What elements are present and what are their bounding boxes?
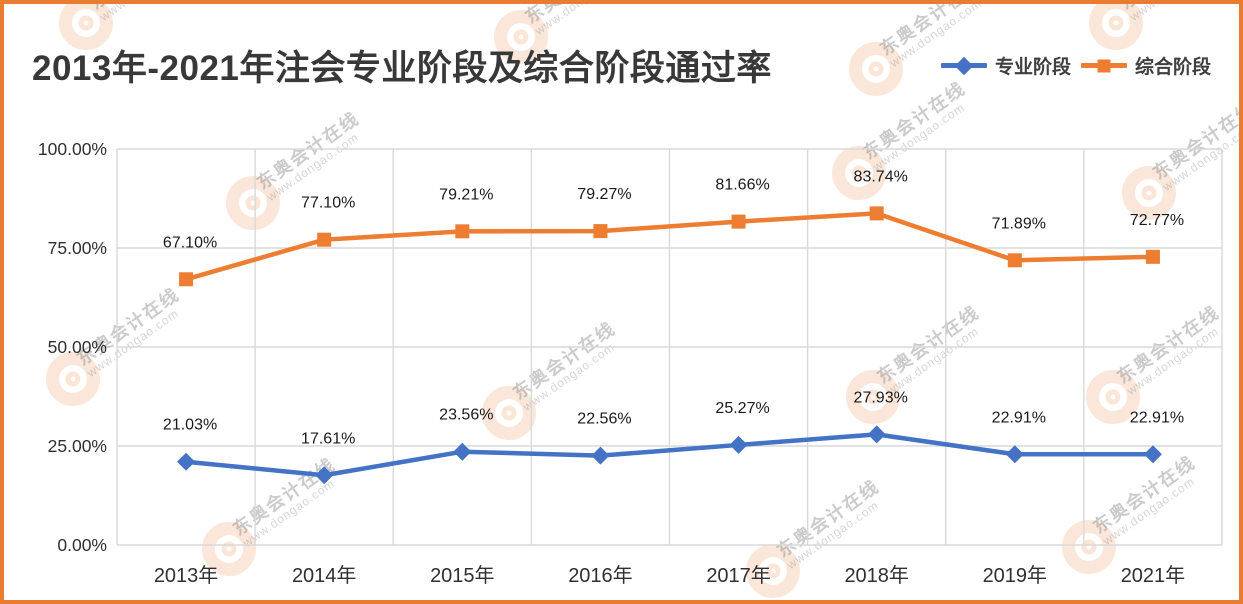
x-axis-tick-label: 2017年 <box>706 564 771 587</box>
x-axis-tick-label: 2014年 <box>292 564 357 587</box>
data-point-square <box>593 224 608 239</box>
data-point-diamond <box>453 442 472 461</box>
data-point-square <box>1145 249 1160 264</box>
data-point-square <box>1007 253 1022 268</box>
chart-title: 2013年-2021年注会专业阶段及综合阶段通过率 <box>32 49 772 88</box>
data-label: 22.91% <box>992 409 1046 426</box>
x-axis-tick-label: 2013年 <box>154 564 219 587</box>
x-axis-tick-label: 2015年 <box>430 564 495 587</box>
line-chart: 0.00% 25.00% 50.00% 75.00% 100.00% 2013年 2014年… <box>38 139 1223 587</box>
data-point-diamond <box>591 446 610 465</box>
data-label: 77.10% <box>301 195 355 212</box>
y-axis-tick-label: 75.00% <box>48 238 107 258</box>
x-axis-tick-label: 2021年 <box>1121 564 1186 587</box>
data-label: 81.66% <box>715 177 769 194</box>
data-point-square <box>731 214 746 229</box>
data-label: 79.27% <box>577 186 631 203</box>
data-label: 21.03% <box>163 417 217 434</box>
x-axis-tick-label: 2016年 <box>568 564 633 587</box>
legend-label: 专业阶段 <box>994 57 1071 78</box>
data-point-square <box>455 224 470 239</box>
data-point-diamond <box>1143 445 1162 464</box>
square-marker-icon <box>1097 59 1111 72</box>
legend-item-comprehensive-stage: 综合阶段 <box>1080 52 1211 79</box>
data-point-diamond <box>315 466 334 485</box>
data-label: 25.27% <box>715 400 769 417</box>
legend-line-sample-blue <box>940 56 987 75</box>
data-label: 27.93% <box>854 389 908 406</box>
legend-line-sample-orange <box>1080 59 1127 72</box>
y-axis-tick-label: 50.00% <box>48 337 107 357</box>
y-axis-tick-label: 25.00% <box>48 436 107 456</box>
data-label: 83.74% <box>854 168 908 185</box>
series-line-square <box>183 211 1156 282</box>
legend-item-professional-stage: 专业阶段 <box>940 52 1071 79</box>
data-label: 23.56% <box>439 407 493 424</box>
chart-legend: 专业阶段 综合阶段 <box>940 52 1211 79</box>
data-label: 17.61% <box>301 430 355 447</box>
y-axis-tick-label: 100.00% <box>38 139 107 159</box>
data-point-square <box>317 232 332 247</box>
data-point-diamond <box>177 452 196 471</box>
data-label: 22.91% <box>1130 409 1184 426</box>
data-label: 72.77% <box>1130 212 1184 229</box>
data-label: 71.89% <box>992 215 1046 232</box>
x-axis-tick-label: 2019年 <box>983 564 1048 587</box>
legend-label: 综合阶段 <box>1134 57 1211 78</box>
data-point-diamond <box>729 435 748 454</box>
data-point-square <box>179 272 194 287</box>
diamond-marker-icon <box>954 56 974 75</box>
y-axis-tick-label: 0.00% <box>57 535 107 555</box>
data-label: 22.56% <box>577 411 631 428</box>
data-point-diamond <box>1005 445 1024 464</box>
x-axis-tick-label: 2018年 <box>844 564 909 587</box>
data-label: 79.21% <box>439 186 493 203</box>
data-point-square <box>869 206 884 221</box>
data-point-diamond <box>867 425 886 444</box>
data-label: 67.10% <box>163 234 217 251</box>
series-line-diamond <box>183 432 1156 478</box>
